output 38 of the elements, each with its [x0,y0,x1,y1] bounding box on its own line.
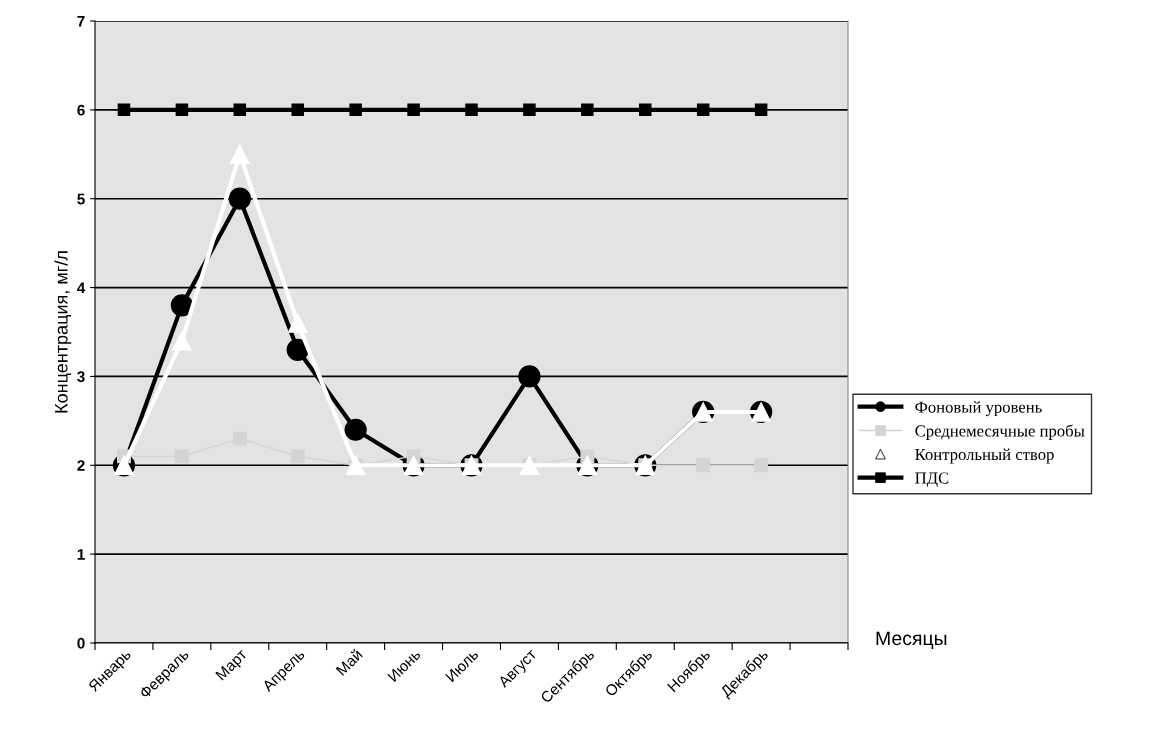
point [288,313,308,333]
point [290,449,305,464]
point [465,103,478,117]
point [117,103,131,117]
point [291,103,304,117]
y-tick-label: 1 [77,549,85,560]
point [286,338,309,361]
y-tick-label: 4 [77,282,86,294]
y-tick-label: 0 [77,637,85,649]
y-tick-label: 3 [77,371,85,383]
point [696,103,710,117]
point [170,294,193,317]
point [228,187,251,210]
y-axis-title: Концентрация, мг/л [54,251,72,413]
point [172,331,192,351]
y-tick-label: 5 [77,193,85,205]
y-tick-label: 7 [77,16,85,27]
point [518,365,541,388]
legend-label: Контрольный створ [915,448,1054,464]
point [754,103,768,117]
point [349,103,362,117]
point [581,103,594,117]
point [407,103,420,117]
point [230,144,250,165]
point [344,418,367,441]
point [174,449,189,464]
legend-label: Среднемесячные пробы [915,424,1085,440]
legend-label: Фоновый уровень [915,401,1042,417]
legend-label: ПДС [915,472,949,488]
point [175,103,189,117]
point [233,103,247,117]
point [639,103,652,117]
y-tick-label: 2 [77,460,85,471]
point [523,103,536,117]
point [754,458,769,473]
x-axis-title: Месяцы [876,631,947,649]
point [696,458,711,473]
y-tick-label: 6 [77,104,85,116]
